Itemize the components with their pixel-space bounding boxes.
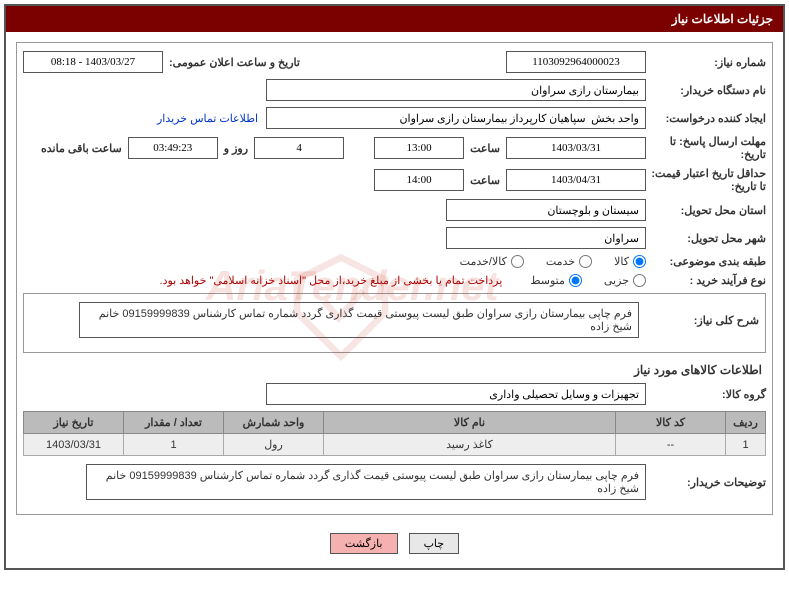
buyer-comments-text: فرم چاپی بیمارستان رازی سراوان طبق لیست … xyxy=(86,464,646,500)
cat-goods-radio[interactable] xyxy=(633,255,646,268)
cat-service-label: خدمت xyxy=(546,255,575,268)
content-area: AriaTender.net شماره نیاز: تاریخ و ساعت … xyxy=(6,32,783,568)
reply-deadline-time xyxy=(374,137,464,159)
days-and-label: روز و xyxy=(218,142,254,155)
general-desc-text: فرم چاپی بیمارستان رازی سراوان طبق لیست … xyxy=(79,302,639,338)
proc-medium-label: متوسط xyxy=(530,274,565,287)
th-qty: تعداد / مقدار xyxy=(124,412,224,434)
public-announce-label: تاریخ و ساعت اعلان عمومی: xyxy=(163,56,306,69)
price-validity-label: حداقل تاریخ اعتبار قیمت: تا تاریخ: xyxy=(646,167,766,193)
time-label-2: ساعت xyxy=(464,174,506,187)
header-title: جزئیات اطلاعات نیاز xyxy=(6,6,783,32)
requester-label: ایجاد کننده درخواست: xyxy=(646,112,766,125)
th-row: ردیف xyxy=(726,412,766,434)
goods-group-label: گروه کالا: xyxy=(646,388,766,401)
buyer-comments-label: توضیحات خریدار: xyxy=(646,476,766,489)
general-desc-label: شرح کلی نیاز: xyxy=(639,314,759,327)
delivery-province-input xyxy=(446,199,646,221)
buyer-org-input xyxy=(266,79,646,101)
proc-medium-radio[interactable] xyxy=(569,274,582,287)
back-button[interactable]: بازگشت xyxy=(330,533,398,554)
remain-time xyxy=(128,137,218,159)
buy-process-label: نوع فرآیند خرید : xyxy=(646,274,766,287)
th-name: نام کالا xyxy=(324,412,616,434)
process-radio-group: جزیی متوسط xyxy=(512,274,646,287)
delivery-city-input xyxy=(446,227,646,249)
requester-input xyxy=(266,107,646,129)
need-number-label: شماره نیاز: xyxy=(646,56,766,69)
price-validity-date xyxy=(506,169,646,191)
table-cell: 1 xyxy=(124,434,224,456)
main-panel: جزئیات اطلاعات نیاز AriaTender.net شماره… xyxy=(4,4,785,570)
need-number-input xyxy=(506,51,646,73)
th-unit: واحد شمارش xyxy=(224,412,324,434)
reply-deadline-date xyxy=(506,137,646,159)
th-code: کد کالا xyxy=(616,412,726,434)
buyer-contact-link[interactable]: اطلاعات تماس خریدار xyxy=(157,112,266,125)
table-cell: 1403/03/31 xyxy=(24,434,124,456)
delivery-province-label: استان محل تحویل: xyxy=(646,204,766,217)
time-label-1: ساعت xyxy=(464,142,506,155)
table-cell: رول xyxy=(224,434,324,456)
th-needdate: تاریخ نیاز xyxy=(24,412,124,434)
category-label: طبقه بندی موضوعی: xyxy=(646,255,766,268)
items-section-title: اطلاعات کالاهای مورد نیاز xyxy=(23,363,762,377)
category-radio-group: کالا خدمت کالا/خدمت xyxy=(442,255,646,268)
cat-service-radio[interactable] xyxy=(579,255,592,268)
table-cell: -- xyxy=(616,434,726,456)
proc-partial-radio[interactable] xyxy=(633,274,646,287)
days-left xyxy=(254,137,344,159)
items-table: ردیف کد کالا نام کالا واحد شمارش تعداد /… xyxy=(23,411,766,456)
cat-goodsservice-radio[interactable] xyxy=(511,255,524,268)
delivery-city-label: شهر محل تحویل: xyxy=(646,232,766,245)
proc-partial-label: جزیی xyxy=(604,274,629,287)
desc-fieldset: شرح کلی نیاز: فرم چاپی بیمارستان رازی سر… xyxy=(23,293,766,353)
public-announce-input xyxy=(23,51,163,73)
print-button[interactable]: چاپ xyxy=(409,533,460,554)
cat-goodsservice-label: کالا/خدمت xyxy=(460,255,507,268)
buyer-org-label: نام دستگاه خریدار: xyxy=(646,84,766,97)
remain-label: ساعت باقی مانده xyxy=(35,142,128,155)
table-cell: 1 xyxy=(726,434,766,456)
cat-goods-label: کالا xyxy=(614,255,629,268)
table-row: 1--کاغذ رسیدرول11403/03/31 xyxy=(24,434,766,456)
main-fieldset: شماره نیاز: تاریخ و ساعت اعلان عمومی: نا… xyxy=(16,42,773,515)
price-validity-time xyxy=(374,169,464,191)
table-cell: کاغذ رسید xyxy=(324,434,616,456)
button-bar: چاپ بازگشت xyxy=(16,525,773,558)
goods-group-input xyxy=(266,383,646,405)
buy-note: پرداخت تمام یا بخشی از مبلغ خرید،از محل … xyxy=(160,274,513,287)
reply-deadline-label: مهلت ارسال پاسخ: تا تاریخ: xyxy=(646,135,766,161)
